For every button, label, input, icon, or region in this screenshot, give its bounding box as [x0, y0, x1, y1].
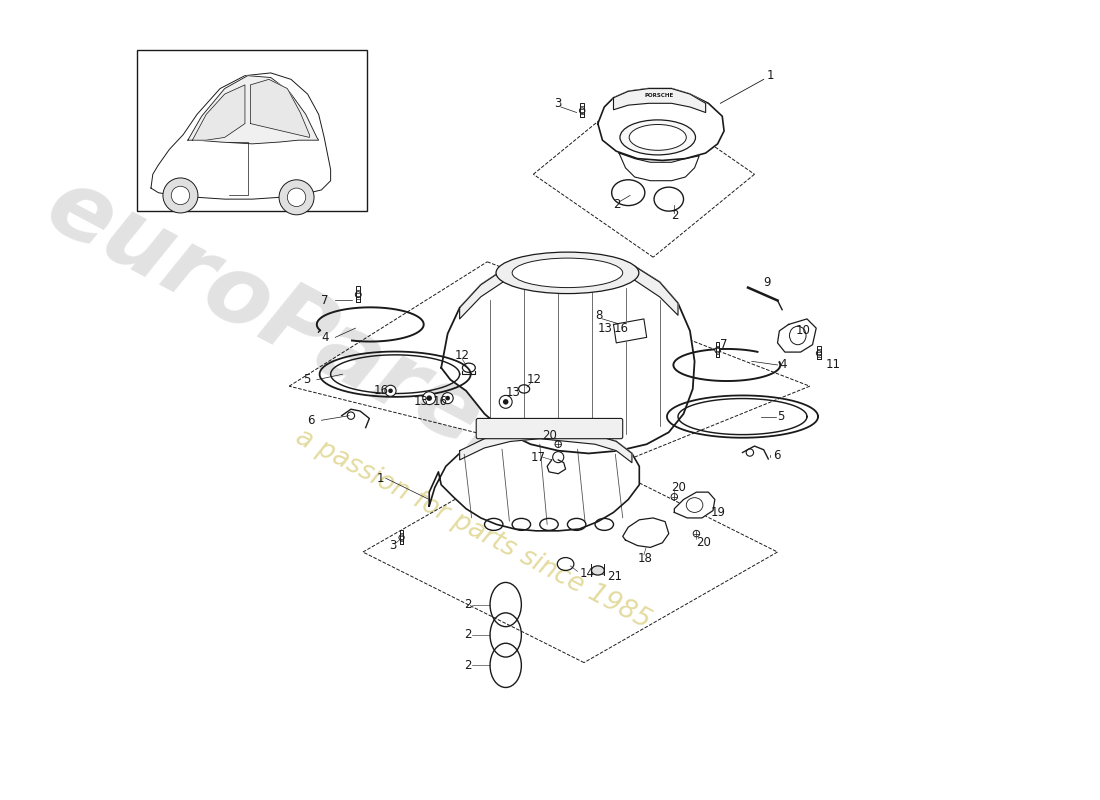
- Polygon shape: [778, 319, 816, 352]
- FancyBboxPatch shape: [476, 418, 623, 438]
- Text: 20: 20: [671, 481, 686, 494]
- Circle shape: [580, 108, 585, 114]
- Polygon shape: [623, 518, 669, 547]
- Polygon shape: [192, 85, 245, 140]
- Ellipse shape: [629, 125, 686, 150]
- Circle shape: [556, 441, 561, 447]
- Ellipse shape: [496, 252, 639, 294]
- Circle shape: [671, 494, 678, 500]
- Text: 5: 5: [778, 410, 785, 423]
- Text: 1: 1: [376, 472, 384, 485]
- Bar: [817, 346, 821, 359]
- Text: 20: 20: [542, 429, 558, 442]
- Circle shape: [163, 178, 198, 213]
- Bar: [581, 102, 584, 118]
- Circle shape: [715, 347, 720, 353]
- Text: 2: 2: [464, 629, 472, 642]
- Polygon shape: [597, 89, 724, 161]
- Polygon shape: [460, 254, 678, 319]
- Circle shape: [279, 180, 313, 214]
- Text: 17: 17: [530, 450, 546, 464]
- Text: 12: 12: [527, 374, 542, 386]
- Text: 16: 16: [433, 395, 448, 408]
- Text: 2: 2: [464, 598, 472, 611]
- Bar: [138, 50, 367, 211]
- Text: 18: 18: [638, 552, 652, 565]
- Polygon shape: [614, 89, 705, 113]
- Polygon shape: [614, 319, 647, 343]
- Polygon shape: [674, 492, 715, 518]
- Text: 21: 21: [607, 570, 623, 583]
- Text: 7: 7: [321, 294, 329, 307]
- Text: 4: 4: [780, 358, 786, 371]
- Circle shape: [287, 188, 306, 206]
- Circle shape: [422, 392, 436, 405]
- Circle shape: [172, 186, 189, 205]
- Text: 13: 13: [414, 395, 428, 408]
- Polygon shape: [151, 73, 331, 199]
- Text: 13: 13: [506, 386, 520, 399]
- Text: 2: 2: [464, 659, 472, 672]
- Text: 11: 11: [825, 358, 840, 371]
- Circle shape: [385, 386, 396, 396]
- Circle shape: [552, 451, 563, 462]
- Polygon shape: [251, 79, 309, 138]
- Polygon shape: [429, 430, 639, 531]
- Text: 16: 16: [374, 384, 389, 398]
- Text: a passion for parts since 1985: a passion for parts since 1985: [292, 424, 656, 634]
- Text: 4: 4: [321, 331, 329, 344]
- Text: 20: 20: [696, 536, 712, 550]
- Ellipse shape: [513, 258, 623, 287]
- Text: 19: 19: [712, 506, 726, 519]
- Circle shape: [503, 399, 508, 405]
- Polygon shape: [188, 76, 319, 144]
- Text: 5: 5: [302, 374, 310, 386]
- Text: 2: 2: [671, 210, 679, 222]
- Circle shape: [816, 350, 822, 356]
- Text: 12: 12: [455, 350, 470, 362]
- Text: 13: 13: [597, 322, 613, 334]
- Text: 9: 9: [763, 275, 771, 289]
- Bar: [400, 530, 404, 544]
- Text: 7: 7: [720, 338, 728, 351]
- Circle shape: [355, 292, 361, 298]
- Circle shape: [499, 395, 513, 408]
- Ellipse shape: [620, 120, 695, 155]
- Circle shape: [442, 393, 453, 404]
- Text: euroPares: euroPares: [31, 160, 548, 493]
- Text: 3: 3: [388, 539, 396, 552]
- Polygon shape: [619, 153, 700, 181]
- Text: PORSCHE: PORSCHE: [645, 94, 674, 98]
- Text: 6: 6: [308, 414, 315, 426]
- Circle shape: [388, 389, 393, 393]
- Circle shape: [427, 395, 432, 401]
- Text: 16: 16: [614, 322, 628, 334]
- Circle shape: [399, 535, 404, 540]
- Text: 1: 1: [767, 69, 774, 82]
- Text: 3: 3: [554, 97, 562, 110]
- Text: 6: 6: [773, 449, 780, 462]
- Bar: [716, 342, 719, 357]
- Circle shape: [693, 530, 700, 537]
- Text: 10: 10: [796, 324, 811, 338]
- Bar: [356, 286, 360, 302]
- Polygon shape: [441, 254, 694, 454]
- Polygon shape: [460, 430, 631, 462]
- Text: 14: 14: [580, 566, 594, 580]
- Circle shape: [446, 396, 450, 401]
- Text: 2: 2: [614, 198, 622, 211]
- Text: 8: 8: [595, 309, 603, 322]
- Ellipse shape: [592, 566, 604, 575]
